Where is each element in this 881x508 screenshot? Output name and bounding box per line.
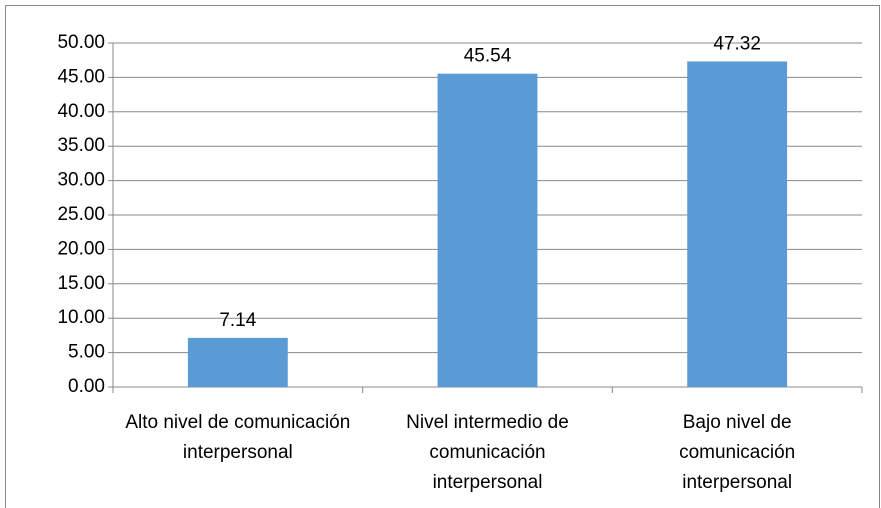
y-tick-label: 45.00 (57, 66, 105, 87)
bar (437, 73, 538, 387)
y-tick-label: 20.00 (57, 238, 105, 259)
y-tick-label: 0.00 (68, 376, 105, 397)
data-label: 7.14 (219, 310, 256, 331)
y-tick-label: 30.00 (57, 170, 105, 191)
chart-frame (5, 5, 880, 508)
y-tick-label: 15.00 (57, 273, 105, 294)
x-tick-label: Nivel intermedio de comunicación interpe… (406, 412, 569, 493)
x-tick-label: Alto nivel de comunicación interpersonal (125, 412, 351, 463)
y-tick-label: 40.00 (57, 101, 105, 122)
y-tick-label: 35.00 (57, 135, 105, 156)
y-tick-label: 5.00 (68, 342, 105, 363)
y-tick-label: 25.00 (57, 204, 105, 225)
bar (187, 337, 288, 387)
y-tick-label: 10.00 (57, 307, 105, 328)
data-label: 45.54 (464, 46, 512, 67)
x-tick-label: Bajo nivel de comunicación interpersonal (679, 412, 796, 493)
y-tick-label: 50.00 (57, 32, 105, 53)
data-label: 47.32 (713, 33, 761, 54)
bar (687, 61, 788, 387)
